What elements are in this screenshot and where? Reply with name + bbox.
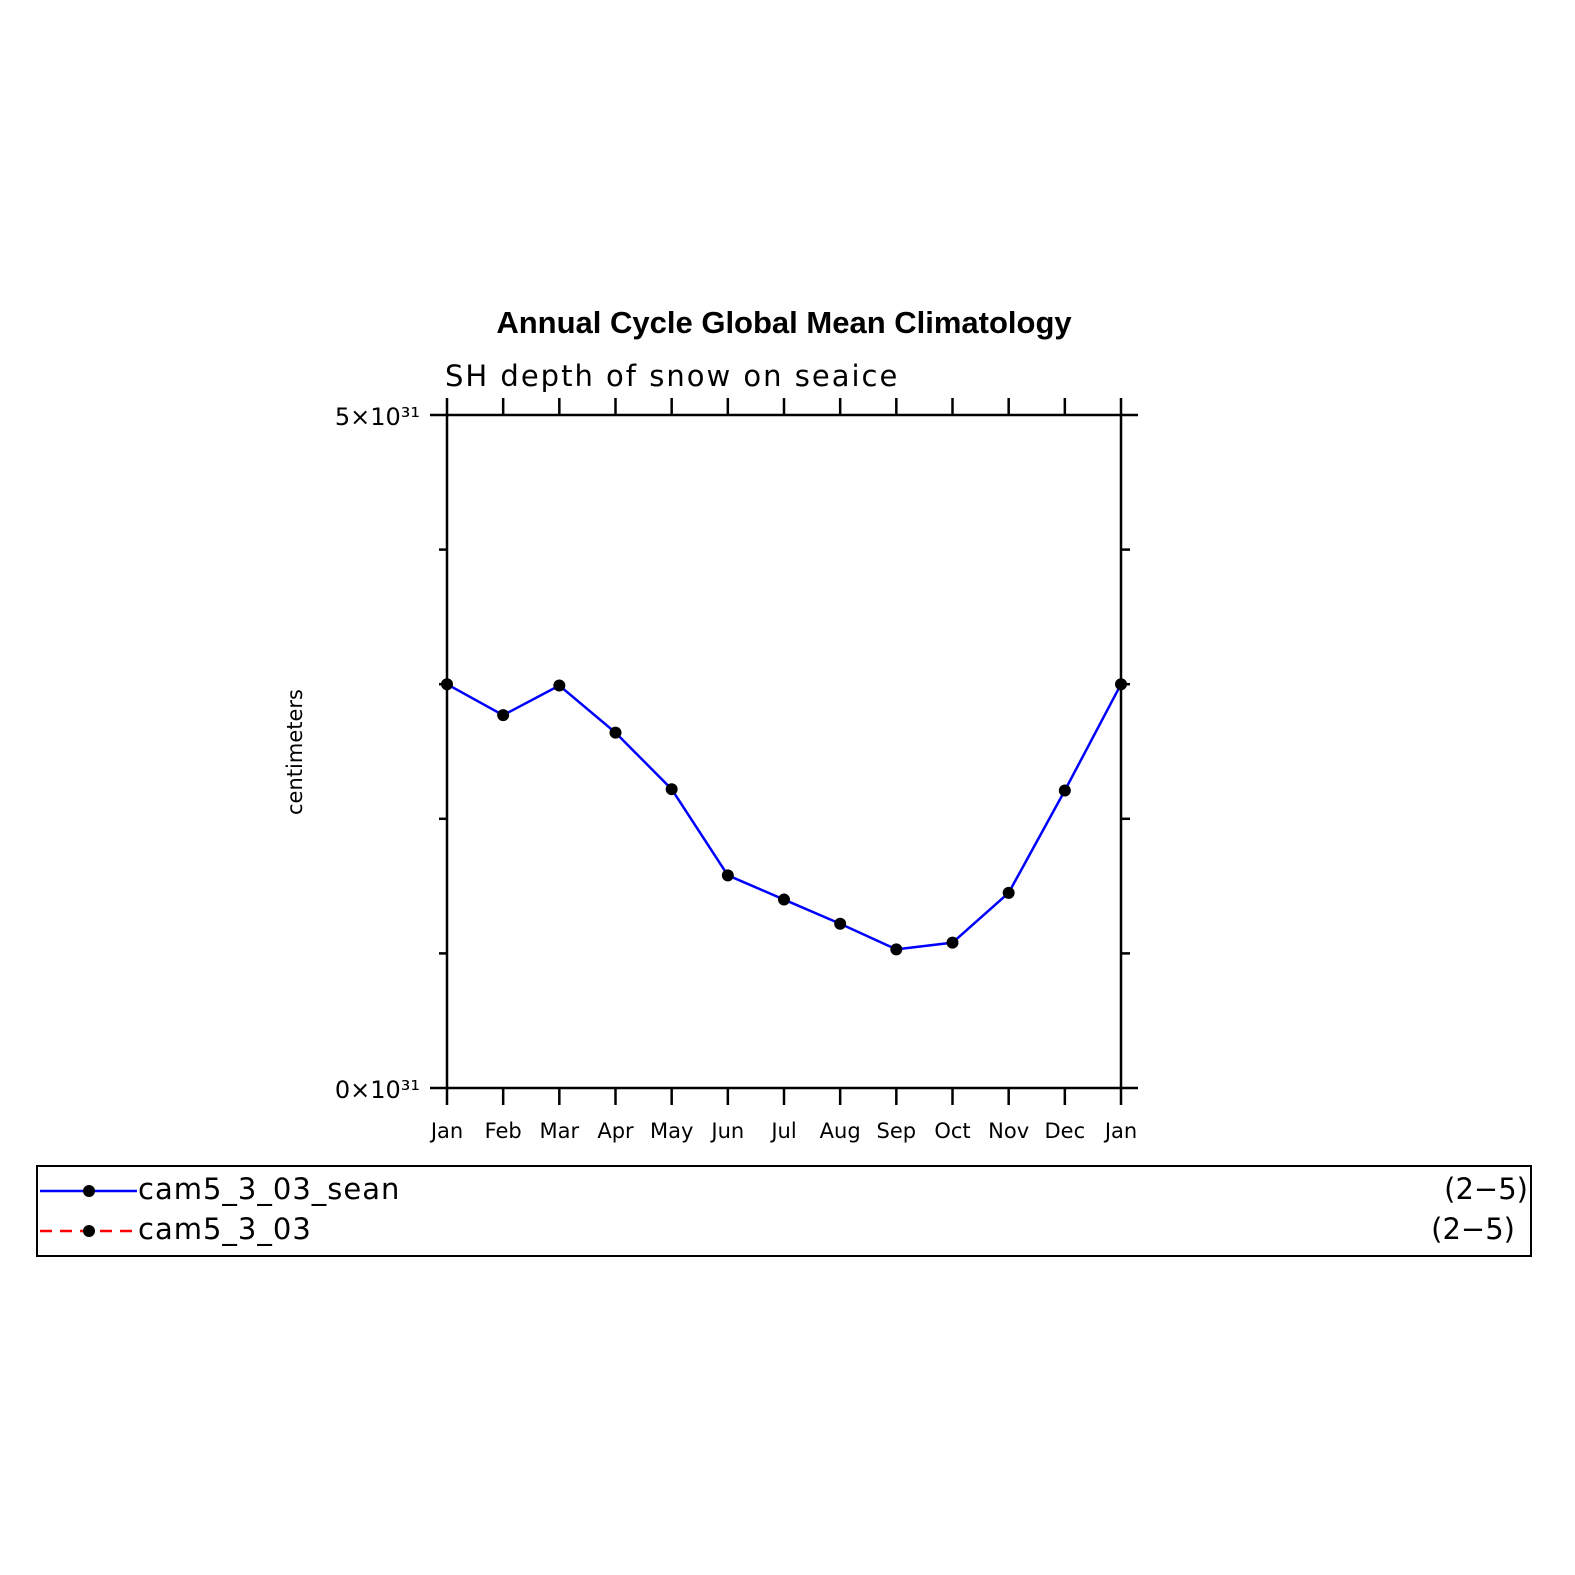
x-tick-label: Jan xyxy=(429,1119,463,1143)
data-point xyxy=(553,679,566,692)
x-tick-label: Oct xyxy=(934,1119,970,1143)
x-tick-label: Dec xyxy=(1045,1119,1086,1143)
data-point xyxy=(609,726,622,739)
x-tick-label: Jun xyxy=(709,1119,744,1143)
data-point xyxy=(1115,678,1127,691)
x-tick-label: Jul xyxy=(769,1119,796,1143)
chart-title: Annual Cycle Global Mean Climatology xyxy=(496,305,1072,340)
data-point xyxy=(441,678,453,691)
data-point xyxy=(946,936,959,949)
data-point xyxy=(665,783,678,796)
legend-note: (2−5) xyxy=(1444,1172,1528,1206)
data-point xyxy=(1058,784,1071,797)
series-line xyxy=(446,683,1123,951)
legend-note: (2−5) xyxy=(1431,1212,1515,1246)
x-tick-label: Mar xyxy=(540,1119,580,1143)
legend-label: cam5_3_03_sean xyxy=(138,1172,400,1206)
x-tick-label: Nov xyxy=(988,1119,1029,1143)
x-tick-label: Aug xyxy=(820,1119,861,1143)
y-tick-label: 5×10³¹ xyxy=(335,403,420,431)
y-axis-label: centimeters xyxy=(283,689,307,815)
data-point xyxy=(778,893,790,906)
data-point xyxy=(834,917,847,930)
data-point xyxy=(497,709,510,722)
legend-box xyxy=(36,1165,1532,1257)
chart-subtitle: SH depth of snow on seaice xyxy=(445,359,899,393)
y-tick-label: 0×10³¹ xyxy=(335,1076,420,1104)
legend-label: cam5_3_03 xyxy=(138,1212,312,1246)
legend-marker xyxy=(83,1185,95,1197)
data-point xyxy=(1002,886,1015,899)
x-tick-label: Sep xyxy=(877,1119,917,1143)
plot-frame xyxy=(445,413,1123,1090)
data-point xyxy=(721,869,734,882)
x-tick-label: Apr xyxy=(597,1119,634,1143)
x-tick-label: Feb xyxy=(485,1119,522,1143)
legend-marker xyxy=(83,1225,95,1237)
data-point xyxy=(890,943,903,956)
x-tick-label: Jan xyxy=(1103,1119,1137,1143)
x-tick-label: May xyxy=(650,1119,693,1143)
